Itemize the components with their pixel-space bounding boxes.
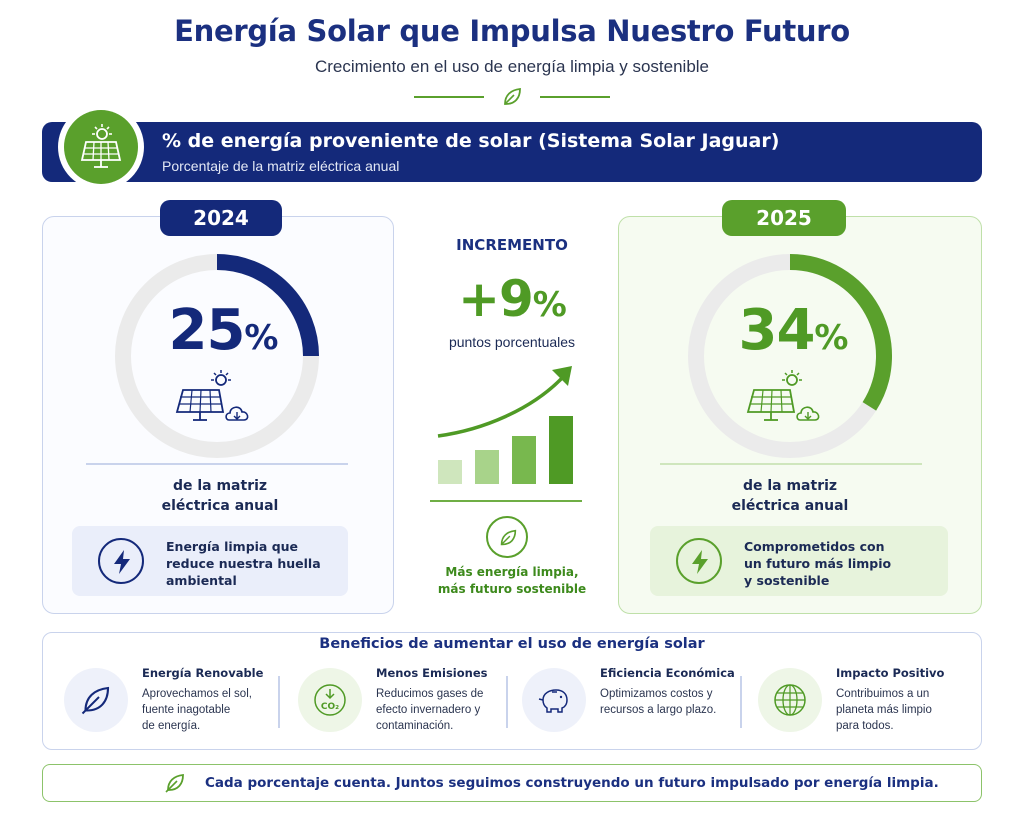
title-divider xyxy=(414,87,610,105)
benefit-title: Eficiencia Económica xyxy=(600,666,735,680)
info-line: Comprometidos con xyxy=(744,539,885,554)
matrix-caption-line: de la matriz xyxy=(172,478,268,494)
percent-symbol-2025: % xyxy=(814,318,848,358)
info-line: y sostenible xyxy=(744,573,830,588)
benefit-description: Contribuimos a un planeta más limpio par… xyxy=(836,686,986,734)
info-box-2024: Energía limpia que reduce nuestra huella… xyxy=(72,526,348,596)
benefit-line: fuente inagotable xyxy=(142,704,231,716)
leaf-icon xyxy=(504,87,521,105)
matrix-caption-2025: de la matriz eléctrica anual xyxy=(700,476,880,516)
note-line: Más energía limpia, xyxy=(445,565,579,579)
growth-bars-arrow-icon xyxy=(437,366,573,484)
year-badge-2025: 2025 xyxy=(722,200,846,236)
benefit-line: Reducimos gases de xyxy=(376,688,484,700)
benefit-efficiency: Eficiencia Económica Optimizamos costos … xyxy=(522,664,752,740)
footer-text: Cada porcentaje cuenta. Juntos seguimos … xyxy=(205,775,939,791)
benefits-title: Beneficios de aumentar el uso de energía… xyxy=(319,636,705,652)
percent-symbol-2024: % xyxy=(244,318,278,358)
leaf-icon-circle xyxy=(486,516,528,558)
piggy-bank-icon xyxy=(538,689,568,713)
solar-panel-icon xyxy=(746,370,820,421)
card-divider-2025 xyxy=(660,463,922,465)
benefit-emissions: CO₂ Menos Emisiones Reducimos gases de e… xyxy=(298,664,528,740)
footer-banner: Cada porcentaje cuenta. Juntos seguimos … xyxy=(42,764,982,802)
benefit-title: Impacto Positivo xyxy=(836,666,945,680)
matrix-caption-line: eléctrica anual xyxy=(731,498,849,514)
benefit-renewable: Energía Renovable Aprovechamos el sol, f… xyxy=(64,664,294,740)
increment-value: +9% xyxy=(412,270,612,328)
leaf-icon xyxy=(165,773,184,793)
percent-2025: 34% xyxy=(689,298,897,363)
increment-label: INCREMENTO xyxy=(456,236,568,254)
svg-text:CO₂: CO₂ xyxy=(321,702,339,712)
benefit-separator xyxy=(278,676,280,728)
increment-unit: puntos porcentuales xyxy=(448,334,576,350)
benefit-line: Optimizamos costos y xyxy=(600,688,713,700)
benefits-panel xyxy=(42,632,982,750)
info-text-2025: Comprometidos con un futuro más limpio y… xyxy=(744,538,891,589)
benefit-line: Aprovechamos el sol, xyxy=(142,688,252,700)
progress-arc-2025 xyxy=(789,254,892,411)
note-line: más futuro sostenible xyxy=(437,582,587,596)
increment-divider xyxy=(430,500,582,502)
leaf-icon xyxy=(500,529,517,546)
progress-ring-2025 xyxy=(688,254,892,458)
banner-subtitle: Porcentaje de la matriz eléctrica anual xyxy=(162,158,400,174)
progress-arc-2024 xyxy=(216,254,319,357)
info-line: ambiental xyxy=(166,573,237,588)
year-badge-2024: 2024 xyxy=(160,200,282,236)
benefit-title: Energía Renovable xyxy=(142,666,264,680)
section-banner xyxy=(42,122,982,182)
solar-panel-sun-icon xyxy=(80,124,122,168)
benefit-separator xyxy=(740,676,742,728)
info-box-2025: Comprometidos con un futuro más limpio y… xyxy=(650,526,948,596)
benefit-icon-circle: CO₂ xyxy=(298,668,362,732)
info-line: reduce nuestra huella xyxy=(166,556,321,571)
benefit-icon-circle xyxy=(522,668,586,732)
matrix-caption-2024: de la matriz eléctrica anual xyxy=(130,476,310,516)
co2-reduction-icon: CO₂ xyxy=(314,684,346,716)
benefit-line: Contribuimos a un xyxy=(836,688,930,700)
benefit-description: Aprovechamos el sol, fuente inagotable d… xyxy=(142,686,292,734)
matrix-caption-line: eléctrica anual xyxy=(161,498,279,514)
benefit-line: efecto invernadero y xyxy=(376,704,481,716)
benefit-description: Optimizamos costos y recursos a largo pl… xyxy=(600,686,750,718)
banner-title: % de energía proveniente de solar (Siste… xyxy=(162,130,780,152)
percent-2024: 25% xyxy=(119,298,327,363)
benefit-impact: Impacto Positivo Contribuimos a un plane… xyxy=(758,664,988,740)
benefit-line: planeta más limpio xyxy=(836,704,932,716)
info-text-2024: Energía limpia que reduce nuestra huella… xyxy=(166,538,321,589)
benefit-line: recursos a largo plazo. xyxy=(600,704,717,716)
benefit-line: para todos. xyxy=(836,720,894,732)
page-title: Energía Solar que Impulsa Nuestro Futuro xyxy=(174,14,850,48)
page-subtitle: Crecimiento en el uso de energía limpia … xyxy=(314,57,710,76)
lightning-icon-circle xyxy=(676,538,722,584)
increment-number: +9 xyxy=(458,270,534,328)
benefit-icon-circle xyxy=(64,668,128,732)
lightning-icon xyxy=(692,550,708,574)
percent-value-2025: 34 xyxy=(738,298,815,363)
card-divider-2024 xyxy=(86,463,348,465)
increment-symbol: % xyxy=(532,285,567,325)
benefit-icon-circle xyxy=(758,668,822,732)
lightning-icon-circle xyxy=(98,538,144,584)
leaf-icon xyxy=(81,686,110,715)
percent-value-2024: 25 xyxy=(168,298,245,363)
banner-badge xyxy=(58,104,144,190)
globe-icon xyxy=(774,684,806,716)
solar-panel-icon xyxy=(175,370,249,421)
benefit-separator xyxy=(506,676,508,728)
info-line: un futuro más limpio xyxy=(744,556,892,571)
lightning-icon xyxy=(114,550,130,574)
matrix-caption-line: de la matriz xyxy=(742,478,838,494)
benefit-line: contaminación. xyxy=(376,720,454,732)
benefit-line: de energía. xyxy=(142,720,201,732)
progress-ring-2024 xyxy=(115,254,319,458)
benefit-title: Menos Emisiones xyxy=(376,666,488,680)
increment-note: Más energía limpia, más futuro sostenibl… xyxy=(412,564,612,598)
info-line: Energía limpia que xyxy=(166,539,299,554)
benefit-description: Reducimos gases de efecto invernadero y … xyxy=(376,686,526,734)
